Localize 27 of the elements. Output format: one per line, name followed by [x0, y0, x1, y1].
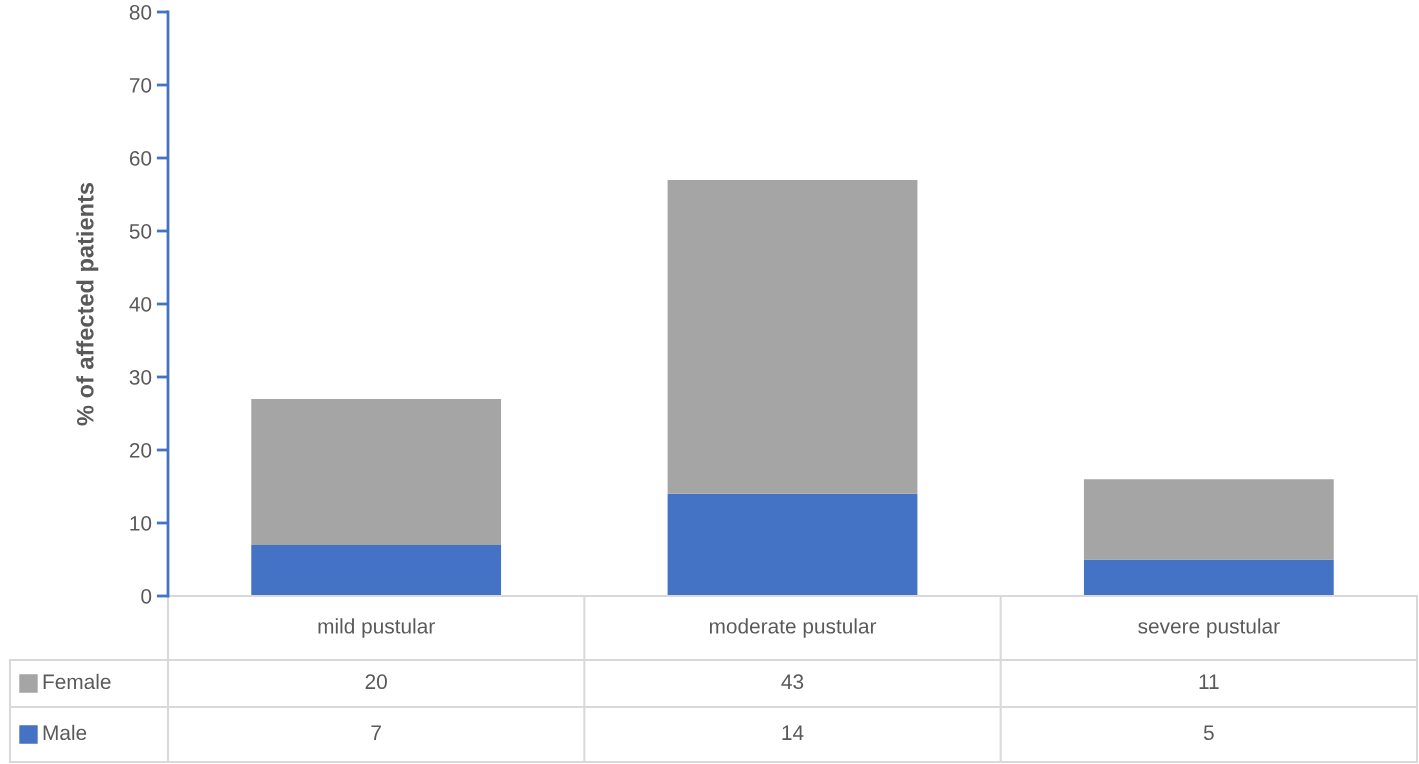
legend-label: Male	[43, 724, 87, 741]
y-tick-label: 80	[129, 5, 152, 20]
y-tick-label: 60	[129, 151, 152, 166]
y-tick-label: 70	[129, 78, 152, 93]
data-label: 11	[1199, 674, 1219, 689]
bar	[251, 544, 502, 596]
y-tick-label: 20	[129, 443, 152, 458]
data-label: 20	[365, 674, 387, 690]
data-label: 43	[781, 674, 804, 690]
data-label: 7	[371, 725, 381, 740]
x-tick-label: moderate pustular	[709, 618, 877, 638]
bar	[667, 493, 918, 596]
bar	[1083, 479, 1334, 560]
data-label: 5	[1203, 725, 1214, 741]
bar	[251, 398, 502, 545]
y-tick-label: 40	[129, 297, 152, 312]
y-tick-label: 0	[141, 589, 152, 604]
bar	[667, 179, 918, 494]
x-tick-label: severe pustular	[1138, 618, 1280, 638]
y-axis-title: % of affected patients	[76, 182, 99, 426]
legend-label: Female	[43, 673, 111, 690]
y-tick-label: 30	[129, 370, 152, 385]
y-tick-label: 10	[130, 516, 152, 531]
bar	[1083, 559, 1334, 596]
x-tick-label: mild pustular	[318, 618, 435, 638]
y-tick-label: 50	[129, 224, 152, 239]
data-label: 14	[782, 725, 804, 740]
